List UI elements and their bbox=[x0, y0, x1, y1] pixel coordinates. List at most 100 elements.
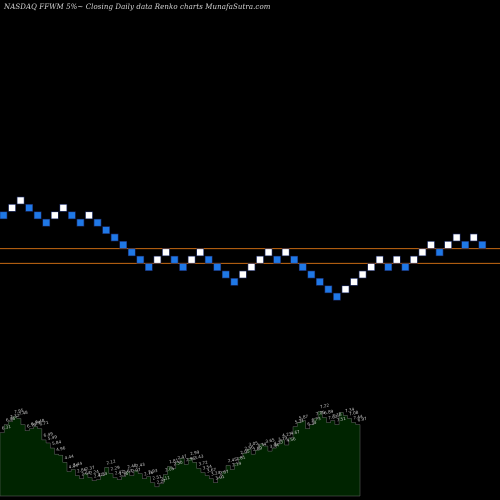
renko-brick-down bbox=[230, 278, 239, 286]
volume-label: 4.23 bbox=[282, 431, 292, 438]
renko-brick-down bbox=[25, 204, 33, 212]
renko-brick-down bbox=[333, 292, 341, 301]
renko-brick-down bbox=[298, 263, 307, 271]
renko-brick-down bbox=[76, 218, 85, 227]
volume-label: 2.14 bbox=[231, 461, 241, 468]
renko-brick-up bbox=[187, 255, 196, 264]
renko-brick-down bbox=[273, 255, 281, 264]
renko-brick-up bbox=[367, 263, 375, 271]
renko-brick-down bbox=[145, 263, 153, 271]
volume-label: 2.27 bbox=[156, 478, 166, 485]
volume-label: 7.44 bbox=[353, 414, 363, 421]
volume-label: 5.84 bbox=[51, 439, 61, 446]
volume-label: 2.43 bbox=[135, 462, 145, 469]
volume-label: 3.05 bbox=[248, 440, 258, 447]
volume-label: 3.44 bbox=[72, 461, 82, 468]
renko-brick-up bbox=[247, 263, 256, 271]
volume-label: 7.34 bbox=[345, 406, 355, 413]
volume-label: 7.95 bbox=[14, 408, 24, 415]
renko-brick-up bbox=[341, 285, 350, 294]
volume-label: 6.97 bbox=[357, 416, 367, 423]
volume-label: 2.48 bbox=[127, 463, 137, 470]
renko-brick-down bbox=[324, 285, 333, 294]
volume-label: 6.73 bbox=[311, 416, 321, 423]
renko-brick-down bbox=[307, 270, 316, 279]
renko-brick-up bbox=[59, 204, 68, 212]
volume-label: 3.24 bbox=[211, 470, 221, 477]
renko-brick-down bbox=[204, 255, 213, 264]
volume-label: 2.51 bbox=[152, 474, 162, 481]
renko-brick-down bbox=[222, 270, 230, 279]
renko-brick-down bbox=[179, 263, 187, 271]
volume-label: 3.16 bbox=[118, 471, 128, 478]
renko-brick-up bbox=[392, 255, 401, 264]
volume-label: 1.81 bbox=[236, 454, 246, 461]
renko-brick-down bbox=[401, 263, 410, 271]
renko-brick-down bbox=[68, 211, 76, 220]
renko-brick-up bbox=[50, 211, 59, 220]
volume-label: 7.05 bbox=[315, 410, 325, 417]
volume-label: 7.22 bbox=[319, 402, 329, 409]
volume-label: 2.42 bbox=[114, 469, 124, 476]
volume-label: 2.24 bbox=[89, 469, 99, 476]
volume-label: 2.63 bbox=[123, 468, 133, 475]
volume-label: 2.34 bbox=[98, 471, 108, 478]
volume-label: 3.72 bbox=[198, 460, 208, 467]
volume-label: 3.65 bbox=[265, 437, 275, 444]
renko-brick-up bbox=[444, 241, 452, 249]
volume-label: 4.04 bbox=[68, 463, 78, 470]
renko-brick-down bbox=[384, 263, 393, 271]
renko-brick-up bbox=[358, 270, 367, 279]
volume-label: 3.94 bbox=[269, 442, 279, 449]
volume-label: 4.67 bbox=[290, 429, 300, 436]
renko-brick-up bbox=[256, 255, 264, 264]
renko-brick-up bbox=[264, 248, 273, 257]
renko-brick-down bbox=[136, 255, 145, 264]
renko-brick-down bbox=[290, 255, 299, 264]
volume-label: 4.56 bbox=[286, 436, 296, 443]
renko-brick-up bbox=[16, 196, 25, 205]
volume-label: 7.32 bbox=[10, 413, 20, 420]
volume-label: 5.87 bbox=[298, 414, 308, 421]
volume-label: 2.11 bbox=[160, 475, 170, 482]
volume-label: 2.89 bbox=[252, 445, 262, 452]
volume-label: 2.12 bbox=[106, 459, 116, 466]
volume-label: 2.76 bbox=[144, 470, 154, 477]
renko-brick-up bbox=[350, 278, 358, 286]
renko-brick-down bbox=[33, 211, 42, 220]
renko-brick-down bbox=[102, 226, 110, 234]
volume-label: 2.47 bbox=[177, 453, 187, 460]
volume-label: 6.89 bbox=[324, 409, 334, 416]
volume-label: 3.79 bbox=[278, 435, 288, 442]
volume-label: 2.47 bbox=[93, 472, 103, 479]
volume-label: 6.96 bbox=[5, 416, 15, 423]
volume-label: 6.48 bbox=[35, 418, 45, 425]
renko-brick-down bbox=[110, 233, 119, 242]
renko-brick-down bbox=[42, 218, 51, 227]
volume-label: 3.43 bbox=[194, 453, 204, 460]
volume-label: 4.23 bbox=[273, 439, 283, 446]
renko-brick-down bbox=[213, 263, 222, 271]
volume-fill bbox=[0, 411, 361, 497]
chart-title: NASDAQ FFWM 5%~ Closing Daily data Renko… bbox=[4, 3, 271, 11]
volume-label: 4.44 bbox=[64, 453, 74, 460]
volume-label: 2.07 bbox=[131, 467, 141, 474]
renko-brick-up bbox=[418, 248, 427, 257]
volume-label: 6.29 bbox=[31, 420, 41, 427]
volume-label: 2.05 bbox=[165, 466, 175, 473]
renko-brick-down bbox=[435, 248, 444, 257]
renko-brick-up bbox=[239, 270, 247, 279]
volume-label: 2.45 bbox=[227, 456, 237, 463]
volume-label: 2.67 bbox=[219, 469, 229, 476]
volume-label: 5.49 bbox=[47, 434, 57, 441]
volume-label: 7.02 bbox=[328, 414, 338, 421]
renko-bricks bbox=[0, 196, 487, 301]
renko-brick-up bbox=[469, 233, 478, 242]
volume-label: 7.18 bbox=[332, 412, 342, 419]
volume-label: 2.30 bbox=[173, 460, 183, 467]
volume-label: 3.67 bbox=[206, 467, 216, 474]
volume-label: 3.34 bbox=[257, 441, 267, 448]
volume-label: 6.70 bbox=[26, 422, 36, 429]
volume-label: 6.71 bbox=[39, 420, 49, 427]
